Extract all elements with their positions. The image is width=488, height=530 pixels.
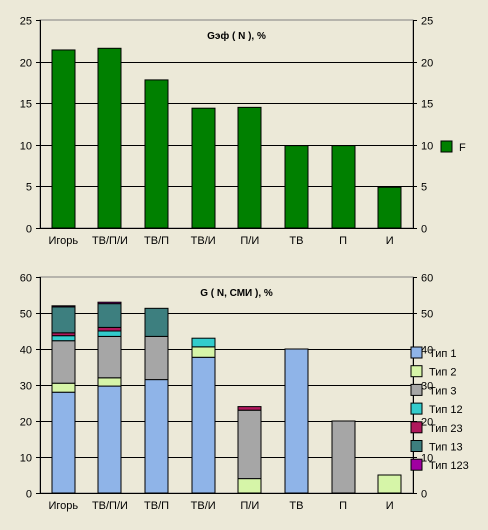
y-tick-label: 0 [26, 489, 32, 501]
legend-label: Тип 12 [429, 404, 463, 416]
bar-тип-1 [144, 379, 169, 494]
y2-tick-label: 60 [421, 273, 433, 285]
bar-тип-2 [97, 377, 122, 387]
bar-тип-3 [237, 409, 262, 480]
x-tick-label: Игорь [48, 235, 78, 247]
legend-swatch [410, 383, 423, 396]
x-tick-label: ТВ/П/И [92, 500, 128, 512]
x-tick-label: ТВ [289, 235, 303, 247]
y2-tick-label: 10 [421, 453, 433, 465]
y2-tick-label: 15 [421, 99, 433, 111]
bar-тип-23 [97, 326, 122, 332]
bar-тип-23 [237, 406, 262, 411]
y-tick-label: 10 [20, 141, 32, 153]
legend-swatch [440, 140, 453, 153]
x-tick-label: И [386, 235, 394, 247]
legend-swatch [410, 402, 423, 415]
x-tick-label: ТВ/И [191, 235, 216, 247]
bar-тип-12 [97, 330, 122, 337]
bar-тип-1 [284, 348, 309, 494]
bar-тип-1 [51, 391, 76, 494]
plot-frame [39, 19, 414, 229]
bar-тип-12 [191, 337, 216, 348]
chart-title: Gэф ( N ), % [207, 30, 266, 42]
bar-тип-2 [191, 346, 216, 358]
x-tick-label: П/И [240, 235, 259, 247]
y2-tick-label: 40 [421, 345, 433, 357]
x-tick-label: П [339, 235, 347, 247]
bar-тип-3 [144, 335, 169, 381]
bar-тип-2 [51, 382, 76, 393]
x-tick-label: И [386, 500, 394, 512]
x-tick-label: ТВ/П [144, 500, 169, 512]
bar-тип-2 [237, 478, 262, 494]
bar-тип-2 [377, 474, 402, 494]
x-tick-label: ТВ/И [191, 500, 216, 512]
x-tick-label: ТВ/П/И [92, 235, 128, 247]
bar-f [377, 186, 402, 229]
legend-label: Тип 1 [429, 348, 457, 360]
y2-tick-label: 0 [421, 224, 427, 236]
bar-тип-12 [51, 335, 76, 342]
legend-swatch [410, 458, 423, 471]
legend-swatch [410, 421, 423, 434]
bar-f [191, 107, 216, 229]
y2-tick-label: 10 [421, 141, 433, 153]
bar-тип-13 [144, 307, 169, 337]
bar-тип-3 [51, 340, 76, 384]
legend-label: Тип 23 [429, 423, 463, 435]
y-tick-label: 10 [20, 453, 32, 465]
y-tick-label: 15 [20, 99, 32, 111]
y-tick-label: 20 [20, 417, 32, 429]
y-tick-label: 60 [20, 273, 32, 285]
bar-f [97, 47, 122, 229]
y2-tick-label: 0 [421, 489, 427, 501]
legend-label: Тип 3 [429, 385, 457, 397]
bar-f [51, 49, 76, 229]
bar-тип-13 [51, 306, 76, 334]
bar-тип-3 [331, 420, 356, 494]
bar-тип-123 [51, 305, 76, 308]
y2-tick-label: 50 [421, 309, 433, 321]
legend-label: Тип 2 [429, 367, 457, 379]
x-tick-label: П/И [240, 500, 259, 512]
legend-label: Тип 123 [429, 460, 469, 472]
chart-title: G ( N, СМИ ), % [200, 288, 273, 299]
legend-swatch [410, 346, 423, 359]
bar-f [331, 145, 356, 229]
bar-f [237, 106, 262, 229]
x-tick-label: ТВ [289, 500, 303, 512]
chart-media-types: 0 0 10 10 20 20 30 30 40 40 50 50 60 60 Игорь ТВ/П/И ТВ/… [20, 273, 469, 513]
bar-тип-1 [97, 385, 122, 494]
y-tick-label: 30 [20, 381, 32, 393]
bar-тип-3 [97, 335, 122, 379]
legend-label: Тип 13 [429, 442, 463, 454]
chart-efficiency: 0 0 5 5 10 10 15 15 20 20 25 25 Игорь ТВ/П/И ТВ/П ТВ/И П… [20, 16, 466, 248]
y-tick-label: 0 [26, 224, 32, 236]
y2-tick-label: 30 [421, 381, 433, 393]
y2-tick-label: 5 [421, 182, 427, 194]
y-tick-label: 5 [26, 182, 32, 194]
bar-тип-1 [191, 356, 216, 494]
bar-f [284, 145, 309, 229]
y-tick-label: 20 [20, 58, 32, 70]
y2-tick-label: 20 [421, 58, 433, 70]
legend-label: F [459, 142, 466, 154]
bar-тип-13 [97, 303, 122, 328]
y-tick-label: 25 [20, 16, 32, 28]
y2-tick-label: 20 [421, 417, 433, 429]
y2-tick-label: 25 [421, 16, 433, 28]
x-tick-label: П [339, 500, 347, 512]
legend-swatch [410, 440, 423, 452]
y-tick-label: 40 [20, 345, 32, 357]
y-tick-label: 50 [20, 309, 32, 321]
bar-тип-123 [97, 301, 122, 305]
x-tick-label: ТВ/П [144, 235, 169, 247]
x-tick-label: Игорь [48, 500, 78, 512]
bar-f [144, 79, 169, 229]
legend-swatch [410, 365, 423, 378]
